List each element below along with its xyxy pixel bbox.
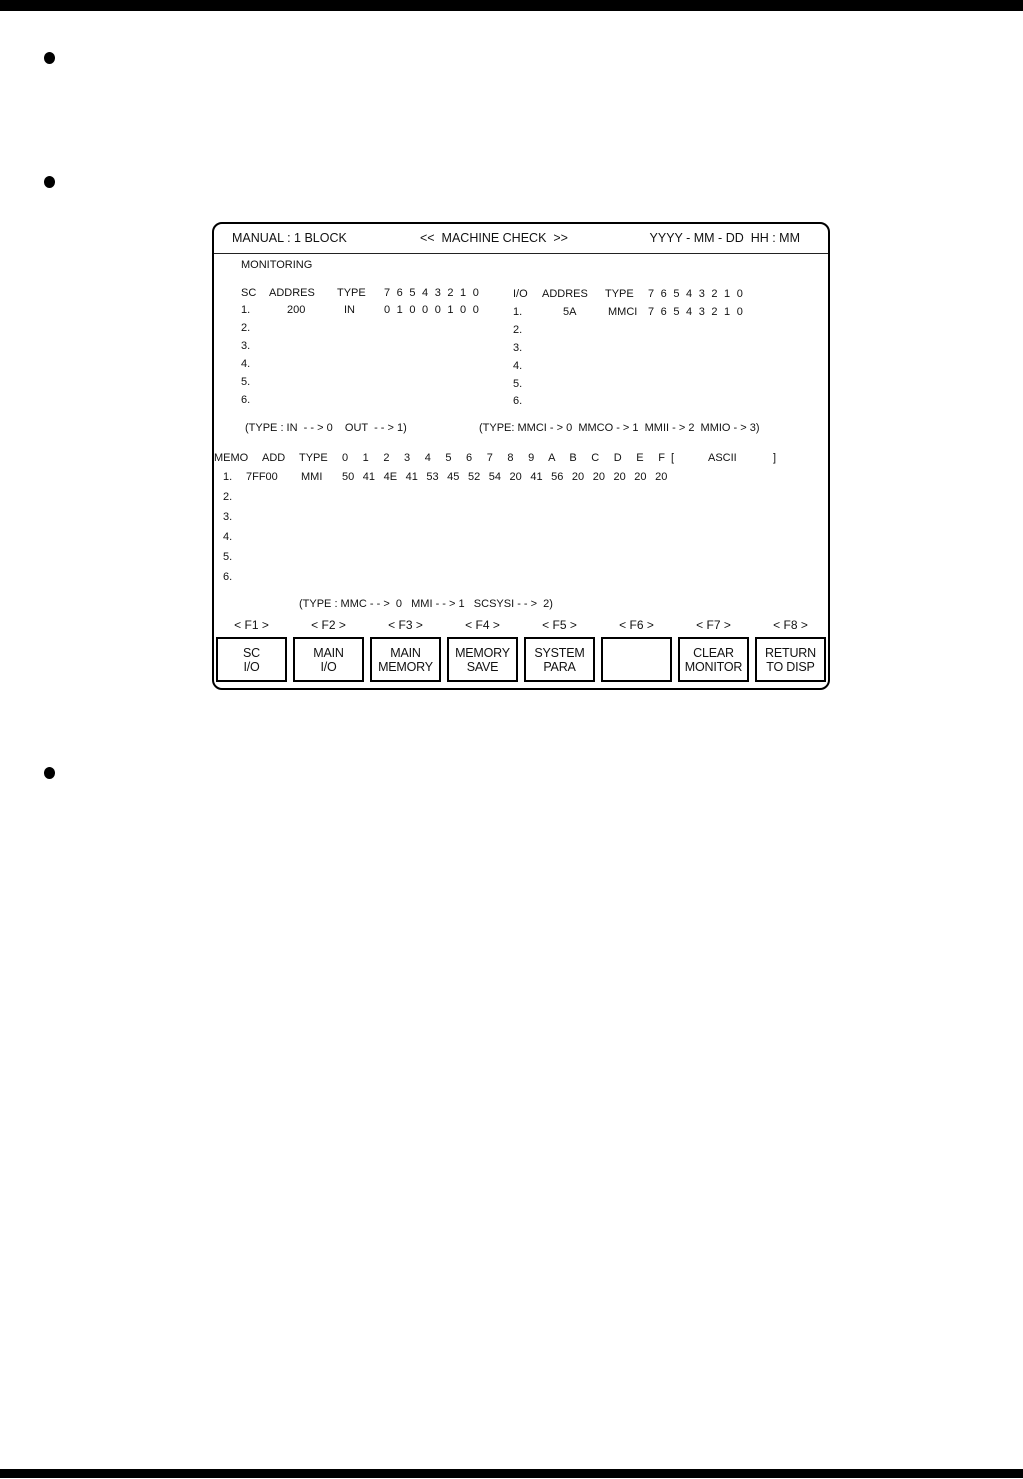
io-type-legend: (TYPE: MMCI - > 0 MMCO - > 1 MMII - > 2 … [479,422,760,434]
fkey-button-f8[interactable]: RETURN TO DISP [755,637,826,682]
memo-row-num: 4. [223,531,233,543]
fkey-text: I/O [320,659,337,674]
io-type-header: TYPE [605,288,634,300]
fkey-button-row: SC I/O MAIN I/O MAIN MEMORY MEMORY SAVE … [216,637,826,682]
io-row-num: 6. [513,395,523,407]
sc-bits-header: 7 6 5 4 3 2 1 0 [384,287,479,299]
fkey-label-f7: < F7 > [696,618,731,632]
fkey-text: MEMORY [378,659,433,674]
io-addres-header: ADDRES [542,288,588,300]
memo-row-num: 6. [223,571,233,583]
header-datetime-label: YYYY - MM - DD HH : MM [649,231,800,245]
page-title: << MACHINE CHECK >> [420,231,568,245]
memo-type-legend: (TYPE : MMC - - > 0 MMI - - > 1 SCSYSI -… [299,598,553,610]
sc-col-header: SC [241,287,257,299]
fkey-text: I/O [243,659,260,674]
memo-col-header: MEMO [214,452,249,464]
io-row-num: 5. [513,378,523,390]
fkey-label-f3: < F3 > [388,618,423,632]
screen-header: MANUAL : 1 BLOCK << MACHINE CHECK >> YYY… [214,224,828,254]
fkey-button-f6[interactable] [601,637,672,682]
top-border-bar [0,0,1023,11]
memo-row-type: MMI [301,471,323,483]
io-bits-header: 7 6 5 4 3 2 1 0 [648,288,743,300]
sc-addres-header: ADDRES [269,287,315,299]
io-row-num: 2. [513,324,523,336]
fkey-label-f8: < F8 > [773,618,808,632]
fkey-button-f1[interactable]: SC I/O [216,637,287,682]
fkey-text: CLEAR [693,645,734,660]
ascii-bracket-close: ] [773,452,777,464]
sc-row-num: 4. [241,358,251,370]
sc-row-num: 5. [241,376,251,388]
bullet-marker [44,52,55,64]
memo-row-address: 7FF00 [246,471,278,483]
fkey-button-f2[interactable]: MAIN I/O [293,637,364,682]
fkey-label-f1: < F1 > [234,618,269,632]
memo-hex-columns-header: 0 1 2 3 4 5 6 7 8 9 A B C D E F [342,452,665,464]
fkey-text: SC [243,645,260,660]
io-col-header: I/O [513,288,528,300]
bullet-marker [44,176,55,188]
fkey-text: MONITOR [684,659,743,674]
io-row-bits: 7 6 5 4 3 2 1 0 [648,306,743,318]
fkey-text: SAVE [466,659,499,674]
memo-type-header: TYPE [299,452,328,464]
fkey-text: MAIN [313,645,344,660]
sc-row-num: 2. [241,322,251,334]
monitoring-title: MONITORING [241,259,313,271]
fkey-text: SYSTEM [534,645,585,660]
fkey-label-f5: < F5 > [542,618,577,632]
ascii-bracket-open: [ [671,452,675,464]
io-row-num: 3. [513,342,523,354]
memo-row-num: 3. [223,511,233,523]
bullet-marker [44,767,55,779]
sc-row-addres: 200 [287,304,306,316]
sc-row-type: IN [344,304,355,316]
fkey-button-f5[interactable]: SYSTEM PARA [524,637,595,682]
fkey-label-f4: < F4 > [465,618,500,632]
memo-row-num: 1. [223,471,233,483]
sc-row-num: 3. [241,340,251,352]
ascii-label: ASCII [708,452,737,464]
sc-type-header: TYPE [337,287,366,299]
fkey-label-row: < F1 > < F2 > < F3 > < F4 > < F5 > < F6 … [216,618,826,632]
header-mode-label: MANUAL : 1 BLOCK [232,231,347,245]
fkey-button-f3[interactable]: MAIN MEMORY [370,637,441,682]
machine-check-screen: MANUAL : 1 BLOCK << MACHINE CHECK >> YYY… [212,222,830,690]
fkey-text: PARA [543,659,576,674]
memo-row-bytes: 50 41 4E 41 53 45 52 54 20 41 56 20 20 2… [342,471,668,483]
fkey-text: MAIN [390,645,421,660]
fkey-text: TO DISP [766,659,815,674]
memo-row-num: 2. [223,491,233,503]
fkey-text: MEMORY [455,645,510,660]
io-row-addres: 5A [563,306,577,318]
fkey-button-f4[interactable]: MEMORY SAVE [447,637,518,682]
sc-row-num: 6. [241,394,251,406]
io-row-num: 4. [513,360,523,372]
fkey-label-f2: < F2 > [311,618,346,632]
bottom-border-bar [0,1469,1023,1478]
memo-add-header: ADD [262,452,286,464]
fkey-button-f7[interactable]: CLEAR MONITOR [678,637,749,682]
memo-row-num: 5. [223,551,233,563]
sc-row-num: 1. [241,304,251,316]
sc-type-legend: (TYPE : IN - - > 0 OUT - - > 1) [245,422,407,434]
io-row-num: 1. [513,306,523,318]
fkey-label-f6: < F6 > [619,618,654,632]
io-row-type: MMCI [608,306,638,318]
sc-row-bits: 0 1 0 0 0 1 0 0 [384,304,479,316]
fkey-text: RETURN [765,645,816,660]
